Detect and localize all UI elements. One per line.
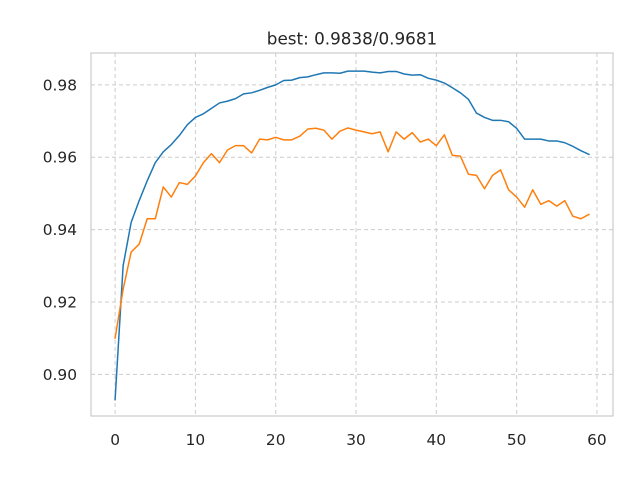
y-tick-label: 0.94 <box>43 221 77 239</box>
x-tick-label: 10 <box>186 431 206 449</box>
x-axis-ticks: 0 10 20 30 40 50 60 <box>110 431 607 449</box>
grid <box>91 53 613 416</box>
x-tick-label: 60 <box>587 431 607 449</box>
x-tick-label: 20 <box>266 431 286 449</box>
y-tick-label: 0.90 <box>43 366 77 384</box>
x-tick-label: 50 <box>507 431 527 449</box>
x-tick-label: 30 <box>346 431 366 449</box>
y-tick-label: 0.96 <box>43 149 77 167</box>
series-layer <box>114 70 590 401</box>
x-tick-label: 0 <box>110 431 120 449</box>
series-line-1 <box>114 70 590 401</box>
y-tick-label: 0.98 <box>43 76 77 94</box>
plot-frame <box>90 52 614 417</box>
chart-title: best: 0.9838/0.9681 <box>267 29 437 49</box>
series-line-2 <box>114 127 590 340</box>
x-tick-label: 40 <box>427 431 447 449</box>
y-axis-ticks: 0.90 0.92 0.94 0.96 0.98 <box>43 76 77 384</box>
y-tick-label: 0.92 <box>43 293 77 311</box>
